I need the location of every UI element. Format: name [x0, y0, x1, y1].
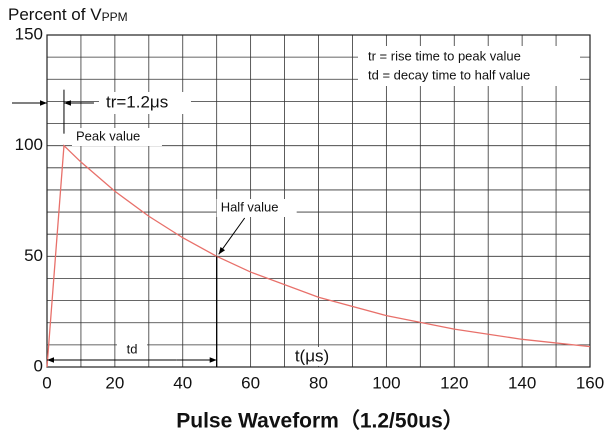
label-bg — [285, 347, 340, 366]
series-line — [46, 144, 591, 368]
legend-box — [358, 46, 580, 86]
x-tick-label: 20 — [105, 373, 124, 392]
label-bg — [98, 92, 191, 114]
y-tick-label: 50 — [24, 246, 43, 265]
annotation: Half value — [221, 199, 279, 214]
plot-frame — [46, 34, 591, 368]
x-tick-label: 80 — [309, 373, 328, 392]
legend-text: tr = rise time to peak value — [368, 48, 521, 63]
x-tick-label: 120 — [440, 373, 468, 392]
label-bg — [71, 128, 162, 146]
label-bg — [216, 199, 297, 217]
label-bg — [117, 342, 147, 356]
annotation: td — [127, 341, 138, 356]
y-tick-label: 150 — [15, 24, 43, 43]
y-axis-label: Percent of VPPM — [8, 5, 128, 24]
y-tick-label: 100 — [15, 135, 43, 154]
x-tick-label: 100 — [372, 373, 400, 392]
x-tick-label: 40 — [173, 373, 192, 392]
half-arrow — [218, 217, 246, 255]
x-tick-label: 0 — [42, 373, 51, 392]
x-tick-label: 60 — [241, 373, 260, 392]
annotation: tr=1.2μs — [106, 92, 168, 111]
legend-text: td = decay time to half value — [368, 67, 530, 82]
chart-title: Pulse Waveform（1.2/50us） — [176, 409, 464, 433]
x-tick-label: 160 — [576, 373, 604, 392]
x-axis-label: t(μs) — [295, 346, 329, 365]
y-tick-label: 0 — [34, 356, 43, 375]
x-tick-label: 140 — [508, 373, 536, 392]
annotation: Peak value — [76, 128, 140, 143]
